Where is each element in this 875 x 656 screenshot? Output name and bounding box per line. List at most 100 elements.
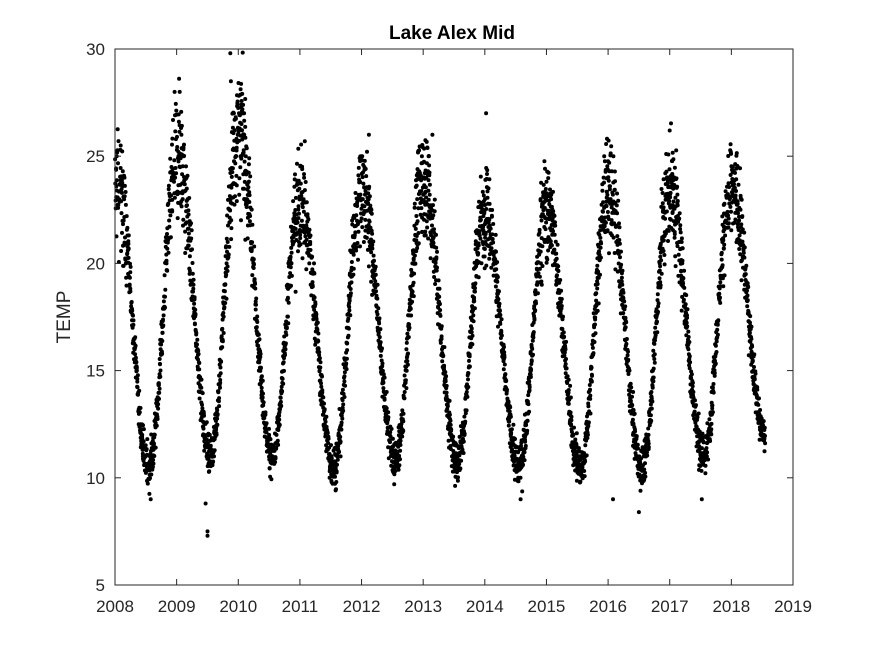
data-point xyxy=(250,273,255,278)
data-point xyxy=(467,354,472,359)
data-point xyxy=(483,203,487,207)
data-point xyxy=(293,195,298,200)
data-point xyxy=(611,497,615,502)
data-point xyxy=(495,275,500,280)
data-point xyxy=(747,330,752,335)
data-point xyxy=(598,272,602,277)
data-point xyxy=(259,385,264,390)
data-point xyxy=(617,221,621,226)
data-point xyxy=(229,174,234,179)
data-point xyxy=(406,351,410,356)
data-point xyxy=(360,225,365,230)
data-point xyxy=(118,143,123,148)
data-point xyxy=(624,341,629,346)
data-point xyxy=(161,313,166,318)
data-point xyxy=(205,533,210,538)
data-point xyxy=(284,332,289,337)
data-point xyxy=(529,367,534,372)
data-point xyxy=(205,529,210,534)
data-point xyxy=(233,116,238,121)
data-point xyxy=(691,390,696,394)
data-point xyxy=(572,425,576,430)
data-point xyxy=(619,275,624,280)
data-point xyxy=(676,252,681,257)
data-point xyxy=(588,411,593,416)
data-point xyxy=(116,205,121,210)
data-point xyxy=(623,304,628,309)
data-point xyxy=(296,146,301,151)
data-point xyxy=(320,390,325,395)
data-point xyxy=(638,488,643,493)
data-point xyxy=(643,461,647,466)
data-point xyxy=(549,197,554,202)
data-point xyxy=(244,146,249,151)
data-point xyxy=(363,217,368,222)
data-point xyxy=(232,128,237,133)
data-point xyxy=(757,396,761,401)
x-tick-label: 2018 xyxy=(712,597,750,616)
data-point xyxy=(666,152,671,157)
data-point xyxy=(451,434,456,439)
data-point xyxy=(393,468,398,473)
data-point xyxy=(652,341,657,346)
data-point xyxy=(155,417,160,421)
data-point xyxy=(652,352,657,357)
data-point xyxy=(605,228,610,233)
data-point xyxy=(596,301,601,306)
data-point xyxy=(248,214,253,218)
data-point xyxy=(705,450,710,455)
data-point xyxy=(558,278,563,282)
data-point xyxy=(721,246,726,251)
data-point xyxy=(376,330,381,335)
data-point xyxy=(414,214,419,218)
data-point xyxy=(591,351,596,356)
data-point xyxy=(546,170,551,175)
data-point xyxy=(379,358,384,363)
data-point xyxy=(420,230,425,234)
data-point xyxy=(375,296,380,301)
data-point xyxy=(172,195,177,200)
data-point xyxy=(431,241,436,246)
data-point xyxy=(135,373,140,378)
data-point xyxy=(472,306,477,311)
data-point xyxy=(464,408,469,413)
data-point xyxy=(470,333,475,338)
data-point xyxy=(563,362,568,366)
data-point xyxy=(403,378,408,383)
data-point xyxy=(513,437,517,441)
data-point xyxy=(240,107,245,112)
data-point xyxy=(487,177,492,182)
data-point xyxy=(434,256,439,261)
data-point xyxy=(511,422,516,427)
data-point xyxy=(447,412,452,417)
data-point xyxy=(173,101,178,106)
data-point xyxy=(655,292,660,297)
data-point xyxy=(218,378,223,382)
data-point xyxy=(200,402,204,407)
data-point xyxy=(398,448,403,453)
data-point xyxy=(242,111,247,116)
data-point xyxy=(712,373,717,378)
data-point xyxy=(355,204,360,208)
data-point xyxy=(220,345,225,350)
data-point xyxy=(122,197,127,202)
data-point xyxy=(371,239,376,244)
data-point xyxy=(158,362,162,367)
data-point xyxy=(745,288,749,293)
data-point xyxy=(288,265,293,270)
data-point xyxy=(678,223,683,228)
data-point xyxy=(649,390,654,394)
data-point xyxy=(678,230,683,235)
data-point xyxy=(484,207,489,211)
data-point xyxy=(718,300,723,305)
data-point xyxy=(148,476,152,481)
data-point xyxy=(613,179,617,184)
data-point xyxy=(129,300,134,304)
data-point xyxy=(191,277,196,282)
data-point xyxy=(615,191,619,196)
data-point xyxy=(559,288,564,293)
data-point xyxy=(202,413,206,418)
data-point xyxy=(147,491,152,496)
data-point xyxy=(184,164,188,169)
data-point xyxy=(544,260,549,265)
